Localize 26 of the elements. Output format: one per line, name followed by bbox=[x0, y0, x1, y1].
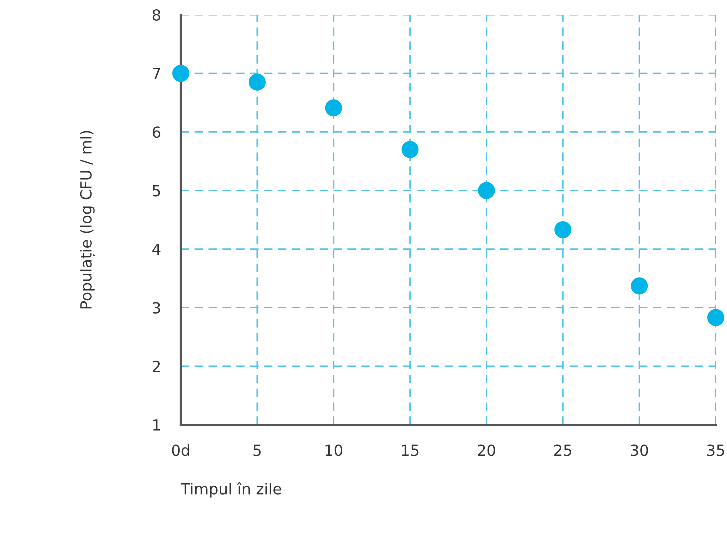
y-tick-label: 5 bbox=[153, 185, 160, 197]
point bbox=[554, 221, 572, 238]
y-tick-label: 2 bbox=[152, 360, 160, 372]
x-tick-label: 0d bbox=[172, 444, 190, 456]
y-tick-label: 3 bbox=[153, 302, 160, 314]
point bbox=[402, 141, 419, 158]
x-tick-label: 15 bbox=[402, 444, 419, 456]
x-tick-label: 30 bbox=[631, 444, 648, 456]
y-tick-label: 7 bbox=[153, 68, 160, 80]
y-axis-title: Populație (log CFU / ml) bbox=[80, 131, 96, 309]
y-tick-label: 4 bbox=[152, 244, 161, 256]
x-tick-label: 5 bbox=[254, 444, 261, 456]
point bbox=[478, 182, 496, 200]
point bbox=[707, 309, 725, 326]
x-axis-title: Timpul în zile bbox=[180, 482, 282, 498]
point bbox=[325, 100, 342, 117]
point bbox=[172, 65, 190, 82]
x-tick-label: 20 bbox=[478, 444, 496, 456]
y-tick-label: 6 bbox=[152, 126, 161, 138]
y-tick-label: 8 bbox=[152, 9, 161, 22]
point bbox=[631, 278, 648, 295]
y-tick-label: 1 bbox=[154, 420, 160, 431]
x-tick-label: 10 bbox=[326, 444, 343, 456]
x-tick-label: 25 bbox=[554, 444, 572, 456]
point bbox=[248, 74, 266, 91]
x-tick-label: 35 bbox=[707, 444, 724, 456]
